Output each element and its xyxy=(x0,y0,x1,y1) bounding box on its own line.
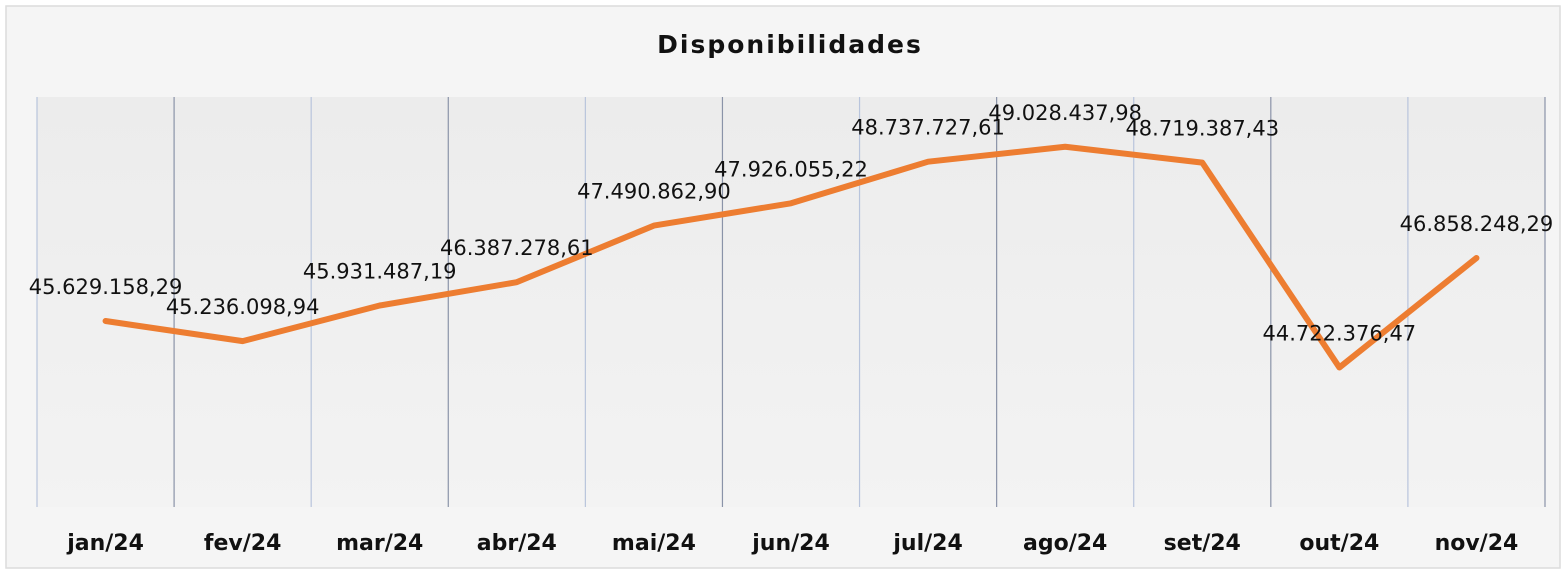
line-series xyxy=(102,143,1480,371)
chart-title: Disponibilidades xyxy=(657,30,923,59)
x-tick-label: fev/24 xyxy=(204,531,281,556)
data-label: 46.387.278,61 xyxy=(440,236,594,260)
x-tick-label: set/24 xyxy=(1164,531,1241,556)
data-label: 44.722.376,47 xyxy=(1263,321,1417,345)
data-label: 45.629.158,29 xyxy=(29,275,183,299)
x-tick-label: jun/24 xyxy=(751,531,830,556)
data-label: 46.858.248,29 xyxy=(1400,212,1554,236)
x-tick-label: abr/24 xyxy=(477,531,557,556)
data-label: 48.719.387,43 xyxy=(1125,117,1279,141)
x-tick-label: jan/24 xyxy=(66,531,144,556)
x-tick-label: mar/24 xyxy=(336,531,423,556)
x-tick-label: jul/24 xyxy=(892,531,962,556)
x-tick-label: out/24 xyxy=(1299,531,1379,556)
x-tick-label: mai/24 xyxy=(612,531,696,556)
data-label: 45.236.098,94 xyxy=(166,295,320,319)
data-label: 45.931.487,19 xyxy=(303,260,457,284)
data-label: 48.737.727,61 xyxy=(851,116,1005,140)
data-label: 47.926.055,22 xyxy=(714,157,868,181)
data-label: 47.490.862,90 xyxy=(577,180,731,204)
data-label: 49.028.437,98 xyxy=(988,101,1142,125)
x-tick-label: nov/24 xyxy=(1435,531,1519,556)
x-tick-label: ago/24 xyxy=(1023,531,1107,556)
